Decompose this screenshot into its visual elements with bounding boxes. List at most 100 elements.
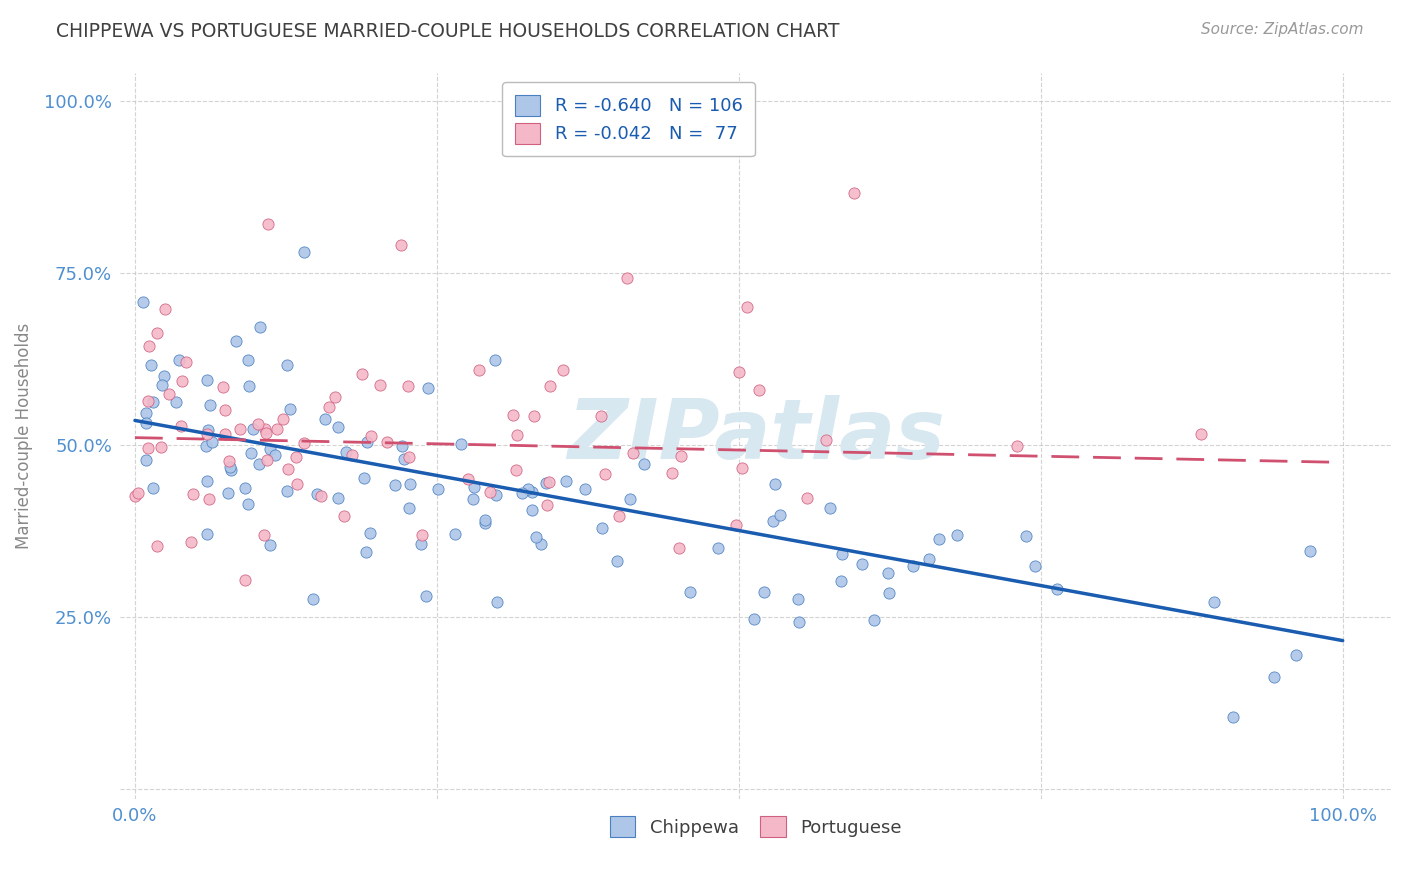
Point xyxy=(398,501,420,516)
Point xyxy=(195,439,218,453)
Point xyxy=(352,367,374,381)
Point xyxy=(619,492,641,507)
Point xyxy=(748,383,770,397)
Point xyxy=(551,363,574,377)
Point xyxy=(444,527,467,541)
Point xyxy=(197,423,219,437)
Point xyxy=(398,450,420,464)
Point xyxy=(256,218,278,232)
Point xyxy=(292,244,315,259)
Point xyxy=(818,501,841,516)
Point xyxy=(247,457,270,471)
Point xyxy=(254,426,277,441)
Point xyxy=(318,401,340,415)
Point xyxy=(229,422,252,436)
Point xyxy=(1005,439,1028,453)
Point xyxy=(450,436,472,450)
Point xyxy=(302,592,325,607)
Point xyxy=(240,446,263,460)
Point xyxy=(174,355,197,369)
Point xyxy=(633,458,655,472)
Point xyxy=(197,426,219,441)
Point xyxy=(520,502,543,516)
Text: CHIPPEWA VS PORTUGUESE MARRIED-COUPLE HOUSEHOLDS CORRELATION CHART: CHIPPEWA VS PORTUGUESE MARRIED-COUPLE HO… xyxy=(56,22,839,41)
Point xyxy=(679,585,702,599)
Point xyxy=(392,452,415,467)
Point xyxy=(1222,709,1244,723)
Point xyxy=(277,462,299,476)
Point xyxy=(830,574,852,589)
Point xyxy=(1015,529,1038,543)
Point xyxy=(276,483,298,498)
Point xyxy=(510,485,533,500)
Point xyxy=(284,450,307,464)
Point xyxy=(201,435,224,450)
Point xyxy=(138,339,160,353)
Point xyxy=(661,466,683,480)
Point xyxy=(463,480,485,494)
Point xyxy=(271,412,294,426)
Point xyxy=(523,409,546,424)
Point xyxy=(398,476,420,491)
Point xyxy=(135,453,157,467)
Point xyxy=(242,422,264,436)
Text: ZIPatlas: ZIPatlas xyxy=(567,395,945,476)
Point xyxy=(787,592,810,607)
Point xyxy=(457,472,479,486)
Point xyxy=(276,359,298,373)
Point xyxy=(142,481,165,495)
Point xyxy=(328,491,350,505)
Point xyxy=(256,453,278,467)
Point xyxy=(536,498,558,512)
Point xyxy=(427,482,450,496)
Point xyxy=(616,271,638,285)
Point xyxy=(219,460,242,475)
Point xyxy=(309,489,332,503)
Point xyxy=(153,301,176,316)
Point xyxy=(831,547,853,561)
Point xyxy=(478,484,501,499)
Point xyxy=(180,535,202,549)
Point xyxy=(903,558,925,573)
Point xyxy=(259,538,281,552)
Point xyxy=(165,395,187,409)
Point xyxy=(152,368,174,383)
Point xyxy=(484,352,506,367)
Point xyxy=(1045,582,1067,596)
Point xyxy=(150,378,173,392)
Point xyxy=(724,517,747,532)
Point xyxy=(375,435,398,450)
Point xyxy=(411,528,433,542)
Point xyxy=(333,508,356,523)
Point xyxy=(170,374,193,388)
Point xyxy=(285,476,308,491)
Point xyxy=(842,186,865,201)
Point xyxy=(218,453,240,467)
Point xyxy=(136,442,159,456)
Point xyxy=(468,363,491,377)
Point xyxy=(731,460,754,475)
Point xyxy=(127,486,149,500)
Point xyxy=(170,419,193,434)
Point xyxy=(591,409,613,423)
Point xyxy=(727,365,749,379)
Point xyxy=(266,422,288,436)
Point xyxy=(1285,648,1308,662)
Point xyxy=(157,386,180,401)
Point xyxy=(323,390,346,404)
Point xyxy=(314,411,336,425)
Point xyxy=(181,487,204,501)
Point xyxy=(862,613,884,627)
Point xyxy=(195,474,218,488)
Point xyxy=(389,238,412,252)
Point xyxy=(485,595,508,609)
Point xyxy=(249,319,271,334)
Point xyxy=(506,428,529,442)
Point xyxy=(474,516,496,530)
Point xyxy=(754,584,776,599)
Point xyxy=(409,537,432,551)
Point xyxy=(1299,544,1322,558)
Point xyxy=(142,395,165,409)
Point xyxy=(292,436,315,450)
Point xyxy=(139,358,162,372)
